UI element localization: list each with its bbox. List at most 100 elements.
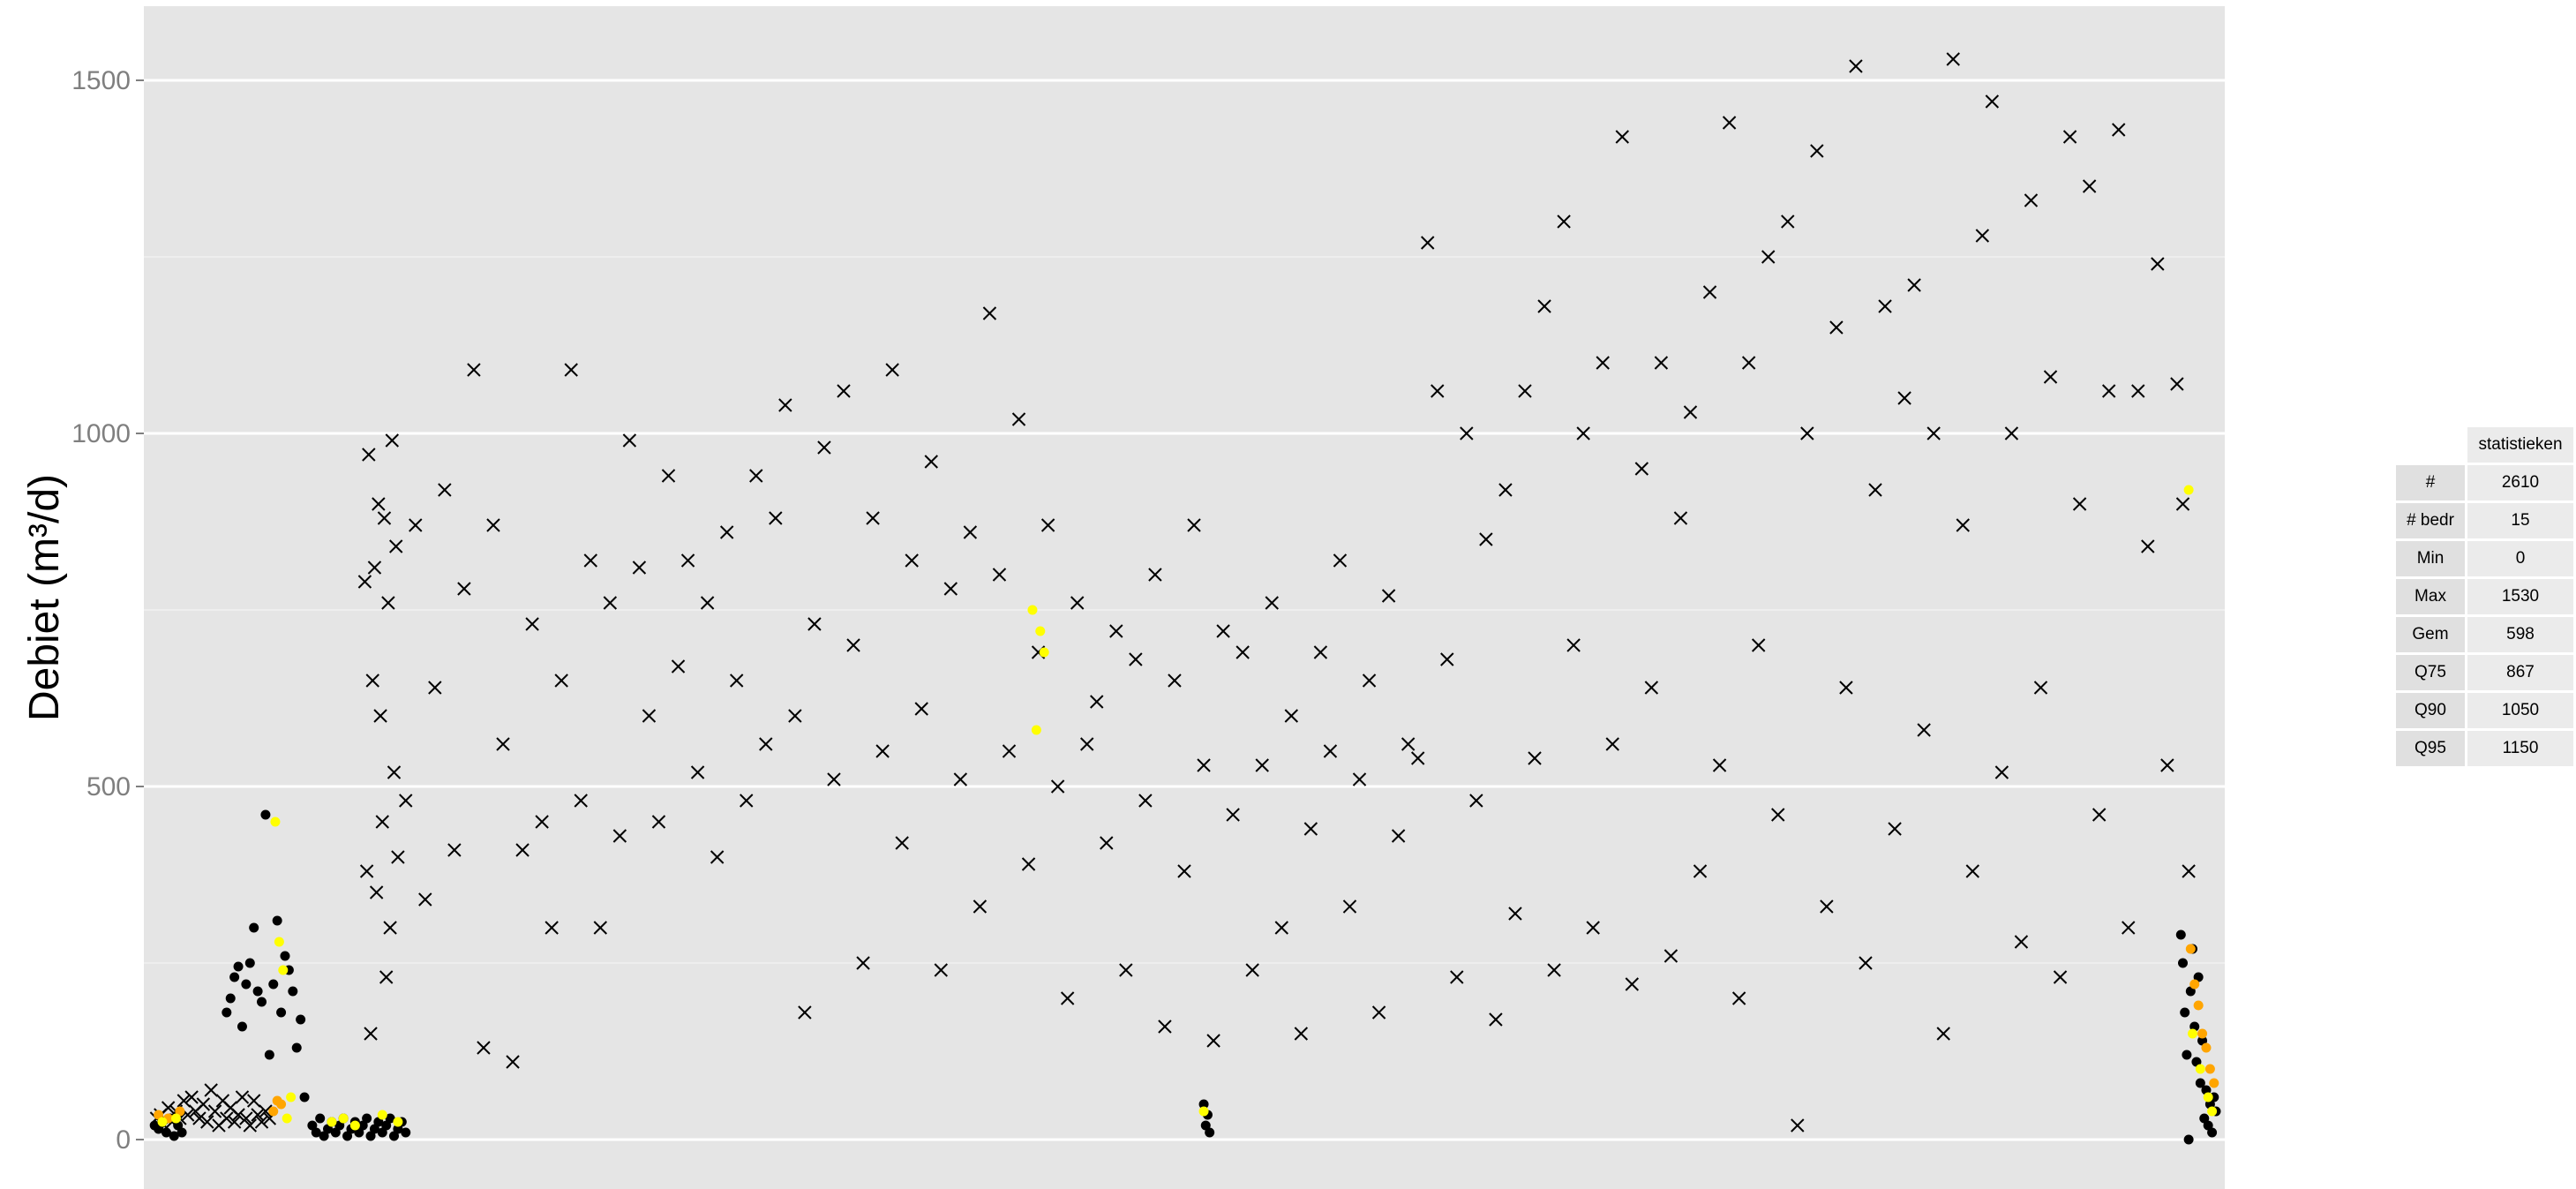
cross-point [1644,681,1659,695]
cross-point [1634,462,1649,476]
cross-point [457,582,471,596]
stats-row-value: 0 [2467,541,2573,576]
gridlines [144,79,2225,1141]
plot-background [144,6,2225,1189]
y-tick-label: 0 [116,1125,131,1155]
cross-point [1994,765,2009,779]
dot-point [268,979,279,990]
cross-point [583,553,597,568]
cross-point [447,843,462,857]
cross-point [1625,977,1640,991]
dot-point [323,1124,334,1134]
dot-point [311,1127,321,1138]
cross-point [231,1108,245,1122]
stats-row-value: 1150 [2467,731,2573,766]
dot-point [2197,1028,2208,1039]
dot-point [276,1099,287,1110]
cross-point [254,1115,269,1129]
cross-point [369,885,384,899]
dot-point [401,1127,411,1138]
cross-point [2175,497,2190,511]
cross-point [1323,744,1338,758]
dot-point [342,1131,353,1141]
stats-header: statistieken [2467,427,2573,463]
cross-point [389,539,403,553]
cross-point [379,970,394,984]
stats-row: #2610 [2396,465,2573,500]
dot-point [237,1021,247,1032]
stats-row: Q90 1050 [2396,693,2573,728]
cross-point [1313,645,1328,659]
cross-point [1712,758,1727,772]
dot-point [2191,1057,2202,1067]
y-tick-label: 500 [86,772,131,801]
dot-point [175,1106,185,1117]
cross-point [2092,808,2107,822]
cross-point [176,1094,191,1108]
stats-row-label: Min [2396,541,2465,576]
stats-row-value: 15 [2467,503,2573,538]
cross-point [1810,144,1824,158]
cross-point [1011,412,1026,426]
dot-point [315,1113,326,1124]
cross-point [1050,779,1065,794]
cross-point [866,511,880,525]
y-axis-title: Debiet (m³/d) [21,474,68,721]
cross-point [700,596,715,610]
dot-point [2183,485,2194,495]
cross-point [651,815,666,829]
cross-point [2072,497,2087,511]
cross-point [1168,674,1182,688]
dot-point [257,997,267,1007]
y-axis: 0 500 1000 1500 [71,66,144,1155]
cross-point [1421,236,1435,250]
cross-point [1596,356,1610,370]
cross-point [385,433,400,448]
cross-point [632,561,647,575]
cross-point [2141,539,2155,553]
cross-point [1761,250,1776,264]
stats-row: Max 1530 [2396,579,2573,614]
dot-point [2183,1134,2194,1145]
stats-row-label: # [2396,465,2465,500]
cross-point [1849,59,1863,73]
cross-point [671,659,686,674]
dot-point [381,1120,392,1131]
cross-point [593,921,608,935]
cross-point [1080,737,1094,751]
cross-point [381,596,395,610]
cross-point [1859,956,1873,970]
dot-point [278,965,289,975]
cross-point [1975,229,1990,243]
stats-header-row: statistieken [2396,427,2573,463]
cross-point [1751,638,1766,652]
stats-row: Min 0 [2396,541,2573,576]
cross-point [690,765,705,779]
cross-point [200,1115,214,1129]
dot-point [1198,1106,1209,1117]
dot-point [349,1120,360,1131]
cross-point [2101,384,2116,398]
dot-point [369,1124,379,1134]
cross-point [1926,426,1941,440]
dot-point [2182,1050,2192,1060]
dot-point [2209,1078,2219,1088]
cross-point [2014,935,2029,949]
cross-point [1557,214,1571,229]
cross-point [1333,553,1348,568]
cross-point [914,702,928,716]
dot-point [2201,1042,2212,1053]
cross-point [1615,130,1629,144]
cross-point [1673,511,1688,525]
dot-point [222,1007,232,1018]
dot-point [362,1113,372,1124]
stats-row-value: 1050 [2467,693,2573,728]
dot-point [2203,1092,2213,1102]
dot-point [1200,1120,1211,1131]
cross-point [837,384,851,398]
dot-point [296,1014,306,1025]
cross-point [846,638,860,652]
cross-point [905,553,919,568]
cross-point [1245,963,1259,977]
cross-point [1206,1034,1220,1048]
